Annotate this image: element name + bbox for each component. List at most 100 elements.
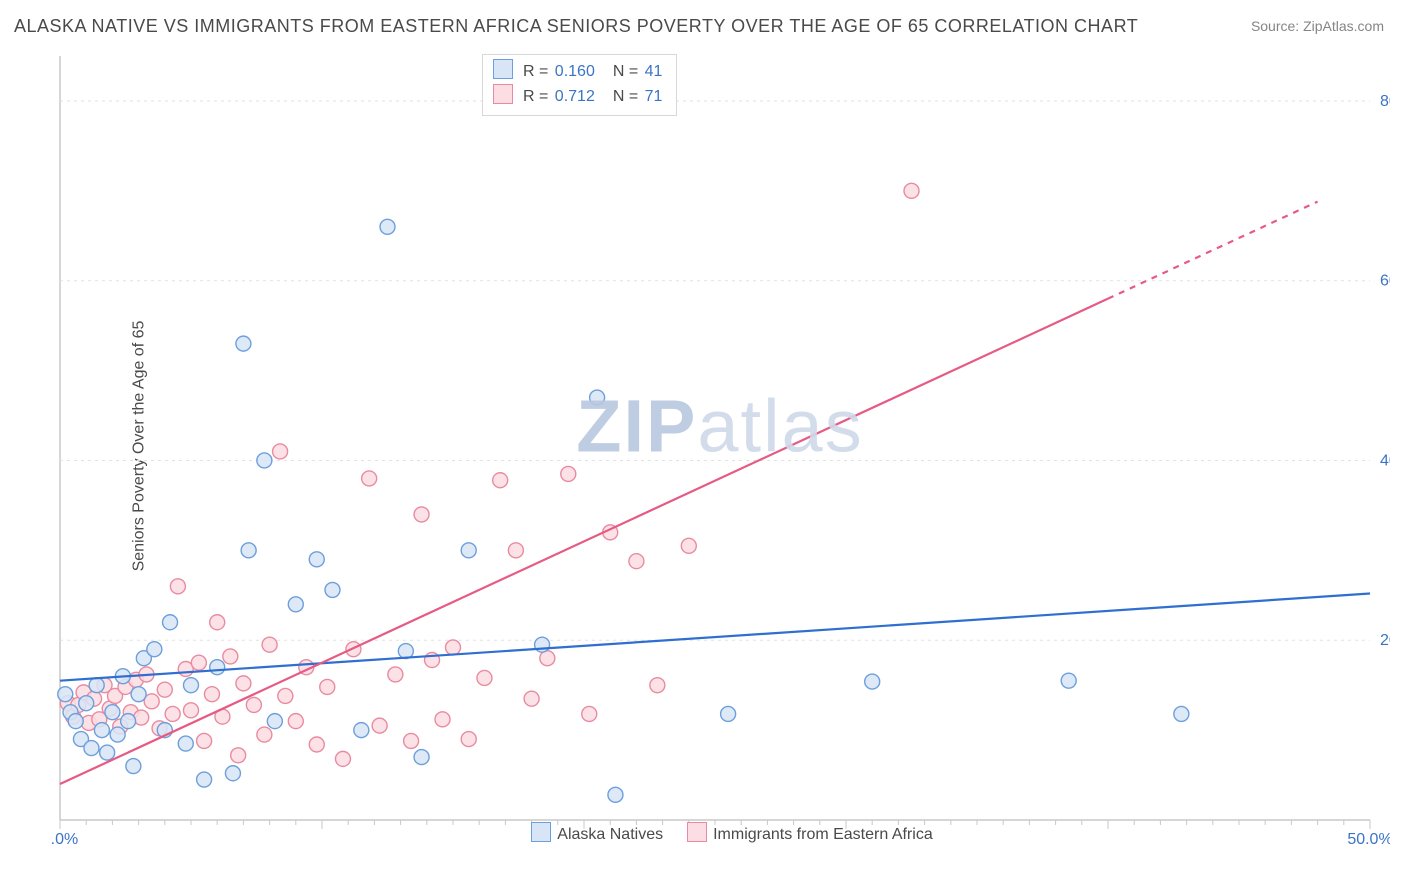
scatter-point-eafrica [388, 667, 403, 682]
scatter-point-alaska [89, 678, 104, 693]
scatter-point-eafrica [184, 703, 199, 718]
scatter-point-eafrica [320, 679, 335, 694]
scatter-point-alaska [236, 336, 251, 351]
stat-n-label: N = [613, 88, 643, 105]
stats-row-eafrica: R = 0.712 N = 71 [493, 84, 662, 109]
stat-r-label: R = [523, 88, 553, 105]
scatter-point-eafrica [157, 682, 172, 697]
legend-swatch-icon [531, 822, 551, 842]
legend-bottom: Alaska Natives Immigrants from Eastern Af… [50, 822, 1390, 844]
scatter-point-eafrica [461, 732, 476, 747]
scatter-point-alaska [288, 597, 303, 612]
scatter-point-alaska [225, 766, 240, 781]
scatter-point-eafrica [223, 649, 238, 664]
scatter-point-alaska [197, 772, 212, 787]
scatter-point-alaska [110, 727, 125, 742]
trend-line-alaska [60, 593, 1370, 680]
scatter-point-eafrica [372, 718, 387, 733]
scatter-point-eafrica [904, 183, 919, 198]
y-tick-label: 40.0% [1380, 452, 1390, 469]
scatter-point-alaska [121, 714, 136, 729]
scatter-point-eafrica [257, 727, 272, 742]
scatter-point-eafrica [262, 637, 277, 652]
scatter-point-alaska [309, 552, 324, 567]
scatter-point-eafrica [288, 714, 303, 729]
scatter-point-alaska [865, 674, 880, 689]
scatter-point-eafrica [236, 676, 251, 691]
scatter-point-eafrica [524, 691, 539, 706]
legend-swatch-icon [493, 59, 513, 79]
scatter-point-eafrica [477, 670, 492, 685]
scatter-point-alaska [380, 219, 395, 234]
scatter-point-alaska [608, 787, 623, 802]
scatter-point-alaska [94, 723, 109, 738]
scatter-point-eafrica [278, 688, 293, 703]
scatter-point-eafrica [446, 640, 461, 655]
scatter-point-alaska [58, 687, 73, 702]
stats-row-alaska: R = 0.160N = 41 [493, 59, 662, 84]
scatter-point-alaska [184, 678, 199, 693]
scatter-point-eafrica [362, 471, 377, 486]
chart-title: ALASKA NATIVE VS IMMIGRANTS FROM EASTERN… [14, 16, 1138, 37]
scatter-point-alaska [257, 453, 272, 468]
stat-r-value: 0.712 [555, 88, 595, 105]
scatter-point-eafrica [170, 579, 185, 594]
scatter-point-eafrica [197, 733, 212, 748]
scatter-chart-svg: 20.0%40.0%60.0%80.0%0.0%50.0% [50, 50, 1390, 850]
stat-n-label: N = [613, 63, 643, 80]
scatter-point-eafrica [414, 507, 429, 522]
scatter-point-alaska [461, 543, 476, 558]
scatter-point-eafrica [508, 543, 523, 558]
scatter-point-eafrica [204, 687, 219, 702]
scatter-point-eafrica [273, 444, 288, 459]
y-tick-label: 20.0% [1380, 632, 1390, 649]
scatter-point-eafrica [540, 651, 555, 666]
legend-swatch-icon [493, 84, 513, 104]
stat-r-value: 0.160 [555, 63, 595, 80]
source-name: ZipAtlas.com [1303, 18, 1384, 34]
scatter-point-eafrica [191, 655, 206, 670]
scatter-point-alaska [721, 706, 736, 721]
scatter-point-eafrica [435, 712, 450, 727]
scatter-point-alaska [147, 642, 162, 657]
scatter-point-alaska [84, 741, 99, 756]
legend-label-eafrica: Immigrants from Eastern Africa [713, 826, 933, 843]
source-attribution: Source: ZipAtlas.com [1251, 18, 1384, 34]
legend-swatch-icon [687, 822, 707, 842]
y-tick-label: 60.0% [1380, 273, 1390, 290]
scatter-point-eafrica [335, 751, 350, 766]
source-label: Source: [1251, 18, 1299, 34]
scatter-point-alaska [354, 723, 369, 738]
scatter-point-eafrica [629, 554, 644, 569]
scatter-point-eafrica [246, 697, 261, 712]
chart-area: 20.0%40.0%60.0%80.0%0.0%50.0% ZIPatlas R… [50, 50, 1390, 850]
scatter-point-eafrica [681, 538, 696, 553]
scatter-point-eafrica [231, 748, 246, 763]
scatter-point-eafrica [210, 615, 225, 630]
scatter-point-eafrica [561, 466, 576, 481]
trend-line-ext-eafrica [1108, 202, 1318, 299]
scatter-point-alaska [1061, 673, 1076, 688]
scatter-point-alaska [100, 745, 115, 760]
scatter-point-alaska [131, 687, 146, 702]
legend-label-alaska: Alaska Natives [557, 826, 663, 843]
y-tick-label: 80.0% [1380, 93, 1390, 110]
stat-n-value: 41 [645, 63, 663, 80]
scatter-point-alaska [79, 696, 94, 711]
scatter-point-alaska [178, 736, 193, 751]
scatter-point-eafrica [650, 678, 665, 693]
scatter-point-alaska [267, 714, 282, 729]
correlation-stats-box: R = 0.160 N = 41 R = 0.712 N = 71 [482, 54, 677, 116]
scatter-point-alaska [1174, 706, 1189, 721]
scatter-point-alaska [210, 660, 225, 675]
stat-n-value: 71 [645, 88, 663, 105]
scatter-point-eafrica [404, 733, 419, 748]
scatter-point-eafrica [309, 737, 324, 752]
scatter-point-alaska [126, 759, 141, 774]
scatter-point-alaska [414, 750, 429, 765]
scatter-point-alaska [68, 714, 83, 729]
scatter-point-alaska [105, 705, 120, 720]
scatter-point-eafrica [493, 473, 508, 488]
scatter-point-alaska [325, 582, 340, 597]
scatter-point-eafrica [165, 706, 180, 721]
